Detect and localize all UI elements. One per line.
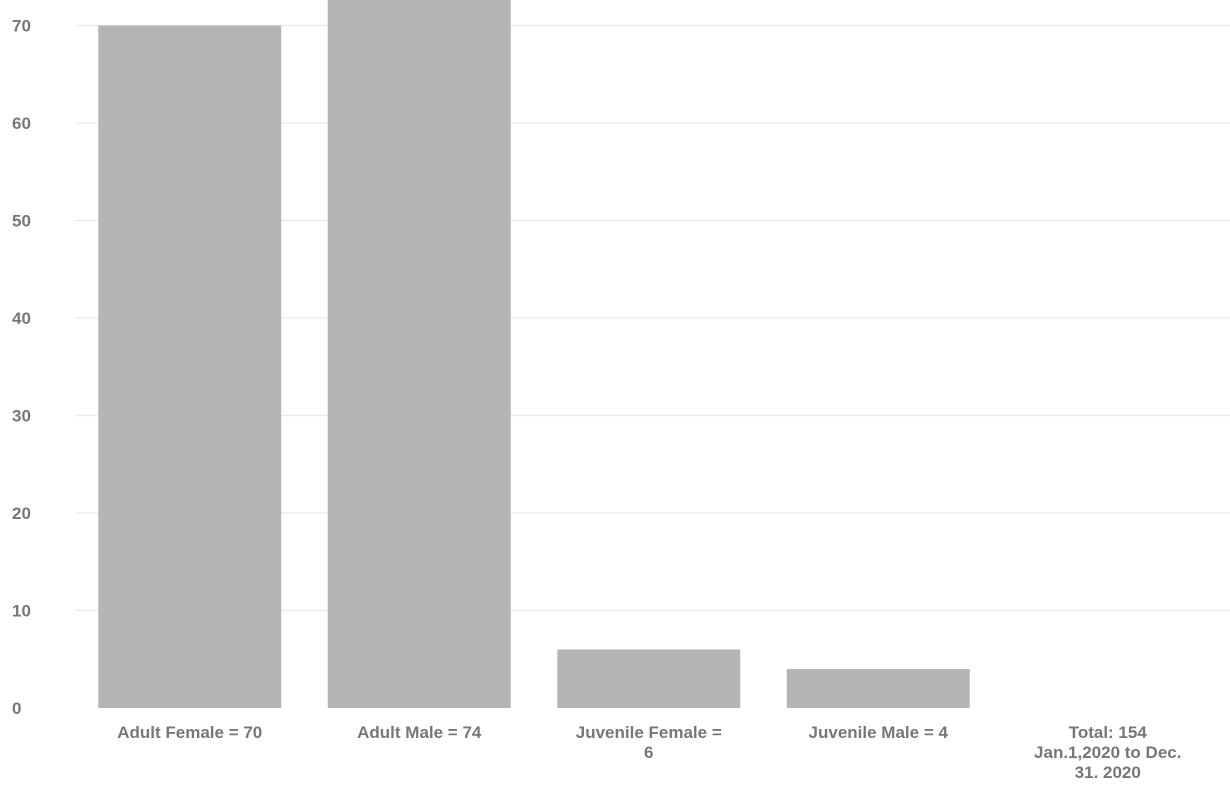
y-tick-label: 60	[12, 114, 31, 133]
x-category-label: Adult Male = 74	[357, 723, 482, 742]
x-axis-categories: Adult Female = 70 Adult Male = 74 Juvenile…	[117, 723, 1181, 782]
bars	[98, 0, 970, 708]
bar	[786, 669, 970, 708]
x-category-label-line: Total: 154	[1069, 723, 1148, 742]
x-category-label: Total: 154 Jan.1,2020 to Dec. 31. 2020	[1034, 723, 1181, 782]
y-tick-label: 30	[12, 407, 31, 426]
bar	[557, 649, 741, 708]
x-category-label-line: 6	[644, 743, 653, 762]
y-tick-label: 40	[12, 309, 31, 328]
y-axis-ticks: 0 10 20 30 40 50 60 70	[12, 17, 31, 719]
x-category-label-line: Juvenile Male = 4	[809, 723, 949, 742]
y-tick-label: 70	[12, 17, 31, 36]
y-tick-label: 20	[12, 504, 31, 523]
y-tick-label: 50	[12, 212, 31, 231]
x-category-label-line: Adult Female = 70	[117, 723, 262, 742]
bar	[327, 0, 511, 708]
y-tick-label: 0	[12, 699, 21, 718]
x-category-label-line: Juvenile Female =	[576, 723, 722, 742]
x-category-label-line: Jan.1,2020 to Dec.	[1034, 743, 1181, 762]
bar	[98, 25, 282, 708]
x-category-label: Juvenile Female = 6	[576, 723, 722, 762]
x-category-label-line: 31. 2020	[1075, 763, 1141, 782]
y-tick-label: 10	[12, 602, 31, 621]
x-category-label: Juvenile Male = 4	[809, 723, 949, 742]
x-category-label-line: Adult Male = 74	[357, 723, 482, 742]
x-category-label: Adult Female = 70	[117, 723, 262, 742]
